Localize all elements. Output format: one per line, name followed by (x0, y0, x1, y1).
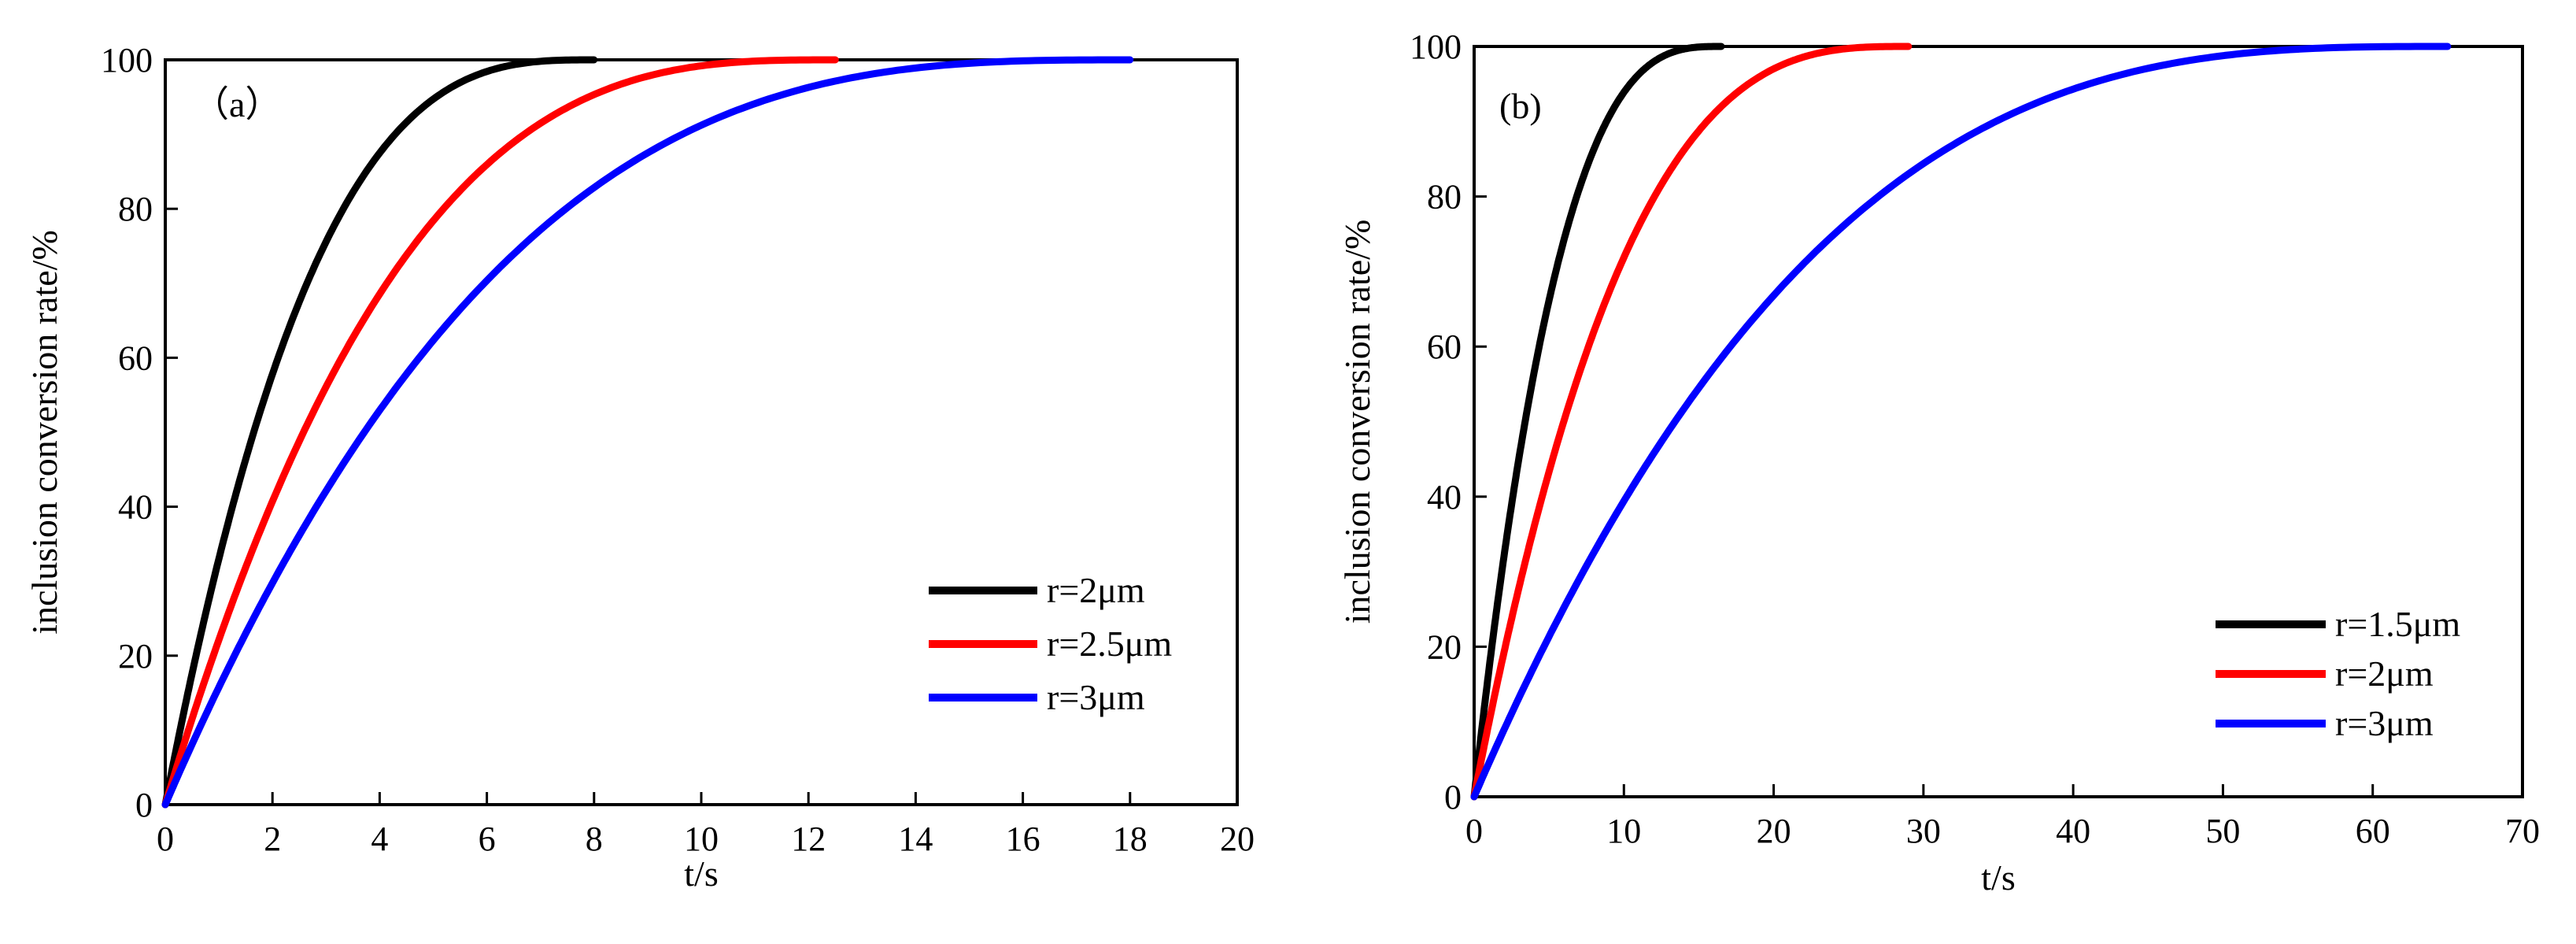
x-tick-label: 10 (684, 820, 719, 858)
y-tick-label: 100 (1410, 28, 1462, 66)
y-tick-label: 40 (118, 488, 153, 527)
x-tick-label: 30 (1906, 812, 1941, 850)
series-line-3 (161, 56, 1134, 809)
series-line-2 (1470, 43, 1913, 801)
x-tick-label: 20 (1757, 812, 1791, 850)
legend-label: r=2.5μm (1047, 624, 1172, 664)
y-axis-label: inclusion conversion rate/% (24, 230, 65, 635)
y-tick-label: 20 (118, 637, 153, 676)
chart-panel-b: 0 10 20 30 40 50 60 70 0 20 40 60 80 100 t/s inclusion … (1337, 28, 2540, 898)
y-tick-label: 80 (1427, 178, 1462, 217)
series-line-3 (1470, 43, 2452, 801)
y-tick-label: 60 (1427, 328, 1462, 366)
x-tick-label: 14 (898, 820, 933, 858)
x-tick-label: 2 (264, 820, 281, 858)
x-tick-label: 16 (1006, 820, 1040, 858)
x-tick-label: 10 (1606, 812, 1641, 850)
plot-frame (1473, 45, 2524, 798)
y-tick-label: 60 (118, 339, 153, 377)
x-tick-label: 40 (2056, 812, 2090, 850)
x-tick-label: 8 (586, 820, 603, 858)
y-axis-label: inclusion conversion rate/% (1337, 220, 1377, 624)
y-tick-label: 20 (1427, 627, 1462, 666)
series-line-1 (1470, 43, 1725, 801)
legend-label: r=2μm (2335, 653, 2434, 694)
x-axis-label: t/s (1981, 857, 2015, 898)
x-tick-label: 60 (2356, 812, 2390, 850)
x-tick-label: 70 (2505, 812, 2540, 850)
legend-label: r=1.5μm (2335, 604, 2460, 644)
x-tick-label: 0 (1465, 812, 1483, 850)
x-tick-label: 18 (1113, 820, 1148, 858)
legend-label: r=3μm (1047, 677, 1145, 717)
panel-tag: （a） (193, 84, 281, 124)
x-tick-label: 50 (2205, 812, 2240, 850)
series-line-2 (161, 56, 839, 809)
x-tick-label: 6 (479, 820, 496, 858)
y-tick-label: 0 (1444, 778, 1462, 816)
y-tick-label: 0 (135, 786, 153, 824)
y-tick-label: 40 (1427, 478, 1462, 516)
x-tick-label: 12 (791, 820, 826, 858)
x-tick-label: 4 (371, 820, 388, 858)
x-tick-label: 20 (1220, 820, 1255, 858)
panel-tag: (b) (1499, 86, 1542, 126)
x-axis-label: t/s (684, 853, 718, 894)
y-tick-label: 80 (118, 190, 153, 228)
y-tick-label: 100 (101, 41, 153, 80)
legend-label: r=2μm (1047, 570, 1145, 610)
series-line-1 (161, 56, 598, 809)
legend-label: r=3μm (2335, 703, 2434, 743)
chart-panel-a: 0 2 4 6 8 10 12 14 16 18 20 0 20 40 60 80 100 t/s inclusio… (24, 41, 1255, 894)
x-tick-label: 0 (157, 820, 174, 858)
